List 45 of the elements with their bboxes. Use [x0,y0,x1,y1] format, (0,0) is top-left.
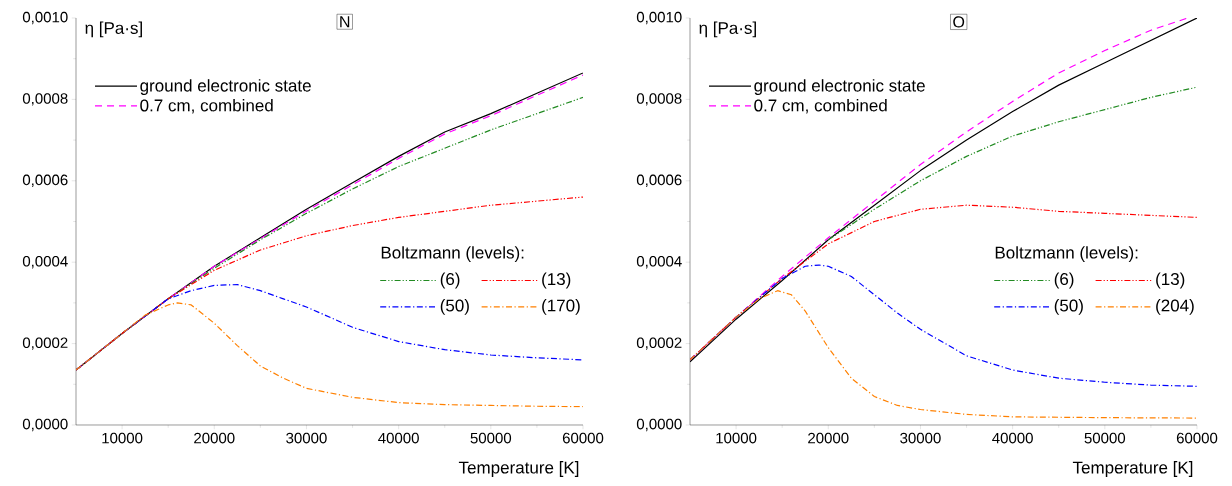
x-tick-label: 60000 [562,432,604,444]
legend-label: ground electronic state [140,79,311,96]
x-tick-label: 60000 [1176,432,1218,444]
x-tick-label: 30000 [900,432,941,444]
y-tick-label: 0,0002 [22,337,68,350]
legend-title: Boltzmann (levels): [995,246,1138,262]
x-axis-title: Temperature [K] [458,461,579,477]
y-tick-label: 0,0008 [636,93,682,106]
legend-label: (6) [440,272,460,289]
x-tick-label: 50000 [470,432,512,444]
legend-label: (50) [1054,299,1083,315]
legend-label: (50) [440,299,469,315]
y-tick-label: 0,0006 [636,174,682,187]
legend-label: 0.7 cm, combined [754,99,887,114]
y-tick-label: 0,0006 [22,174,68,187]
y-tick-label: 0,0000 [636,418,682,432]
legend-label: ground electronic state [754,79,925,96]
x-tick-label: 40000 [992,432,1033,444]
legend-label: (13) [542,272,571,289]
y-axis-title: η [Pa·s] [85,21,142,38]
legend-label: (6) [1054,272,1074,289]
y-tick-label: 0,0004 [22,255,68,269]
x-tick-label: 20000 [808,432,849,444]
y-tick-label: 0,0010 [22,11,68,25]
y-tick-label: 0,0000 [22,418,68,432]
y-tick-label: 0,0010 [636,11,682,25]
chart-title: O [953,16,965,28]
line-series [690,290,1197,419]
x-axis-title: Temperature [K] [1072,461,1193,477]
x-tick-label: 20000 [194,432,235,444]
legend-title: Boltzmann (levels): [381,246,524,262]
legend-label: 0.7 cm, combined [140,99,273,114]
y-tick-label: 0,0004 [636,255,682,269]
y-axis-title: η [Pa·s] [699,21,756,38]
legend-label: (13) [1156,272,1185,289]
legend-label: (204) [1156,299,1194,315]
x-tick-label: 50000 [1084,432,1126,444]
x-tick-label: 10000 [716,432,757,444]
x-tick-label: 30000 [286,432,327,444]
y-tick-label: 0,0002 [636,337,682,350]
legend-label: (170) [542,299,580,315]
x-tick-label: 10000 [102,432,143,444]
x-tick-label: 40000 [378,432,419,444]
y-tick-label: 0,0008 [22,93,68,106]
chart-title: N [340,16,350,28]
